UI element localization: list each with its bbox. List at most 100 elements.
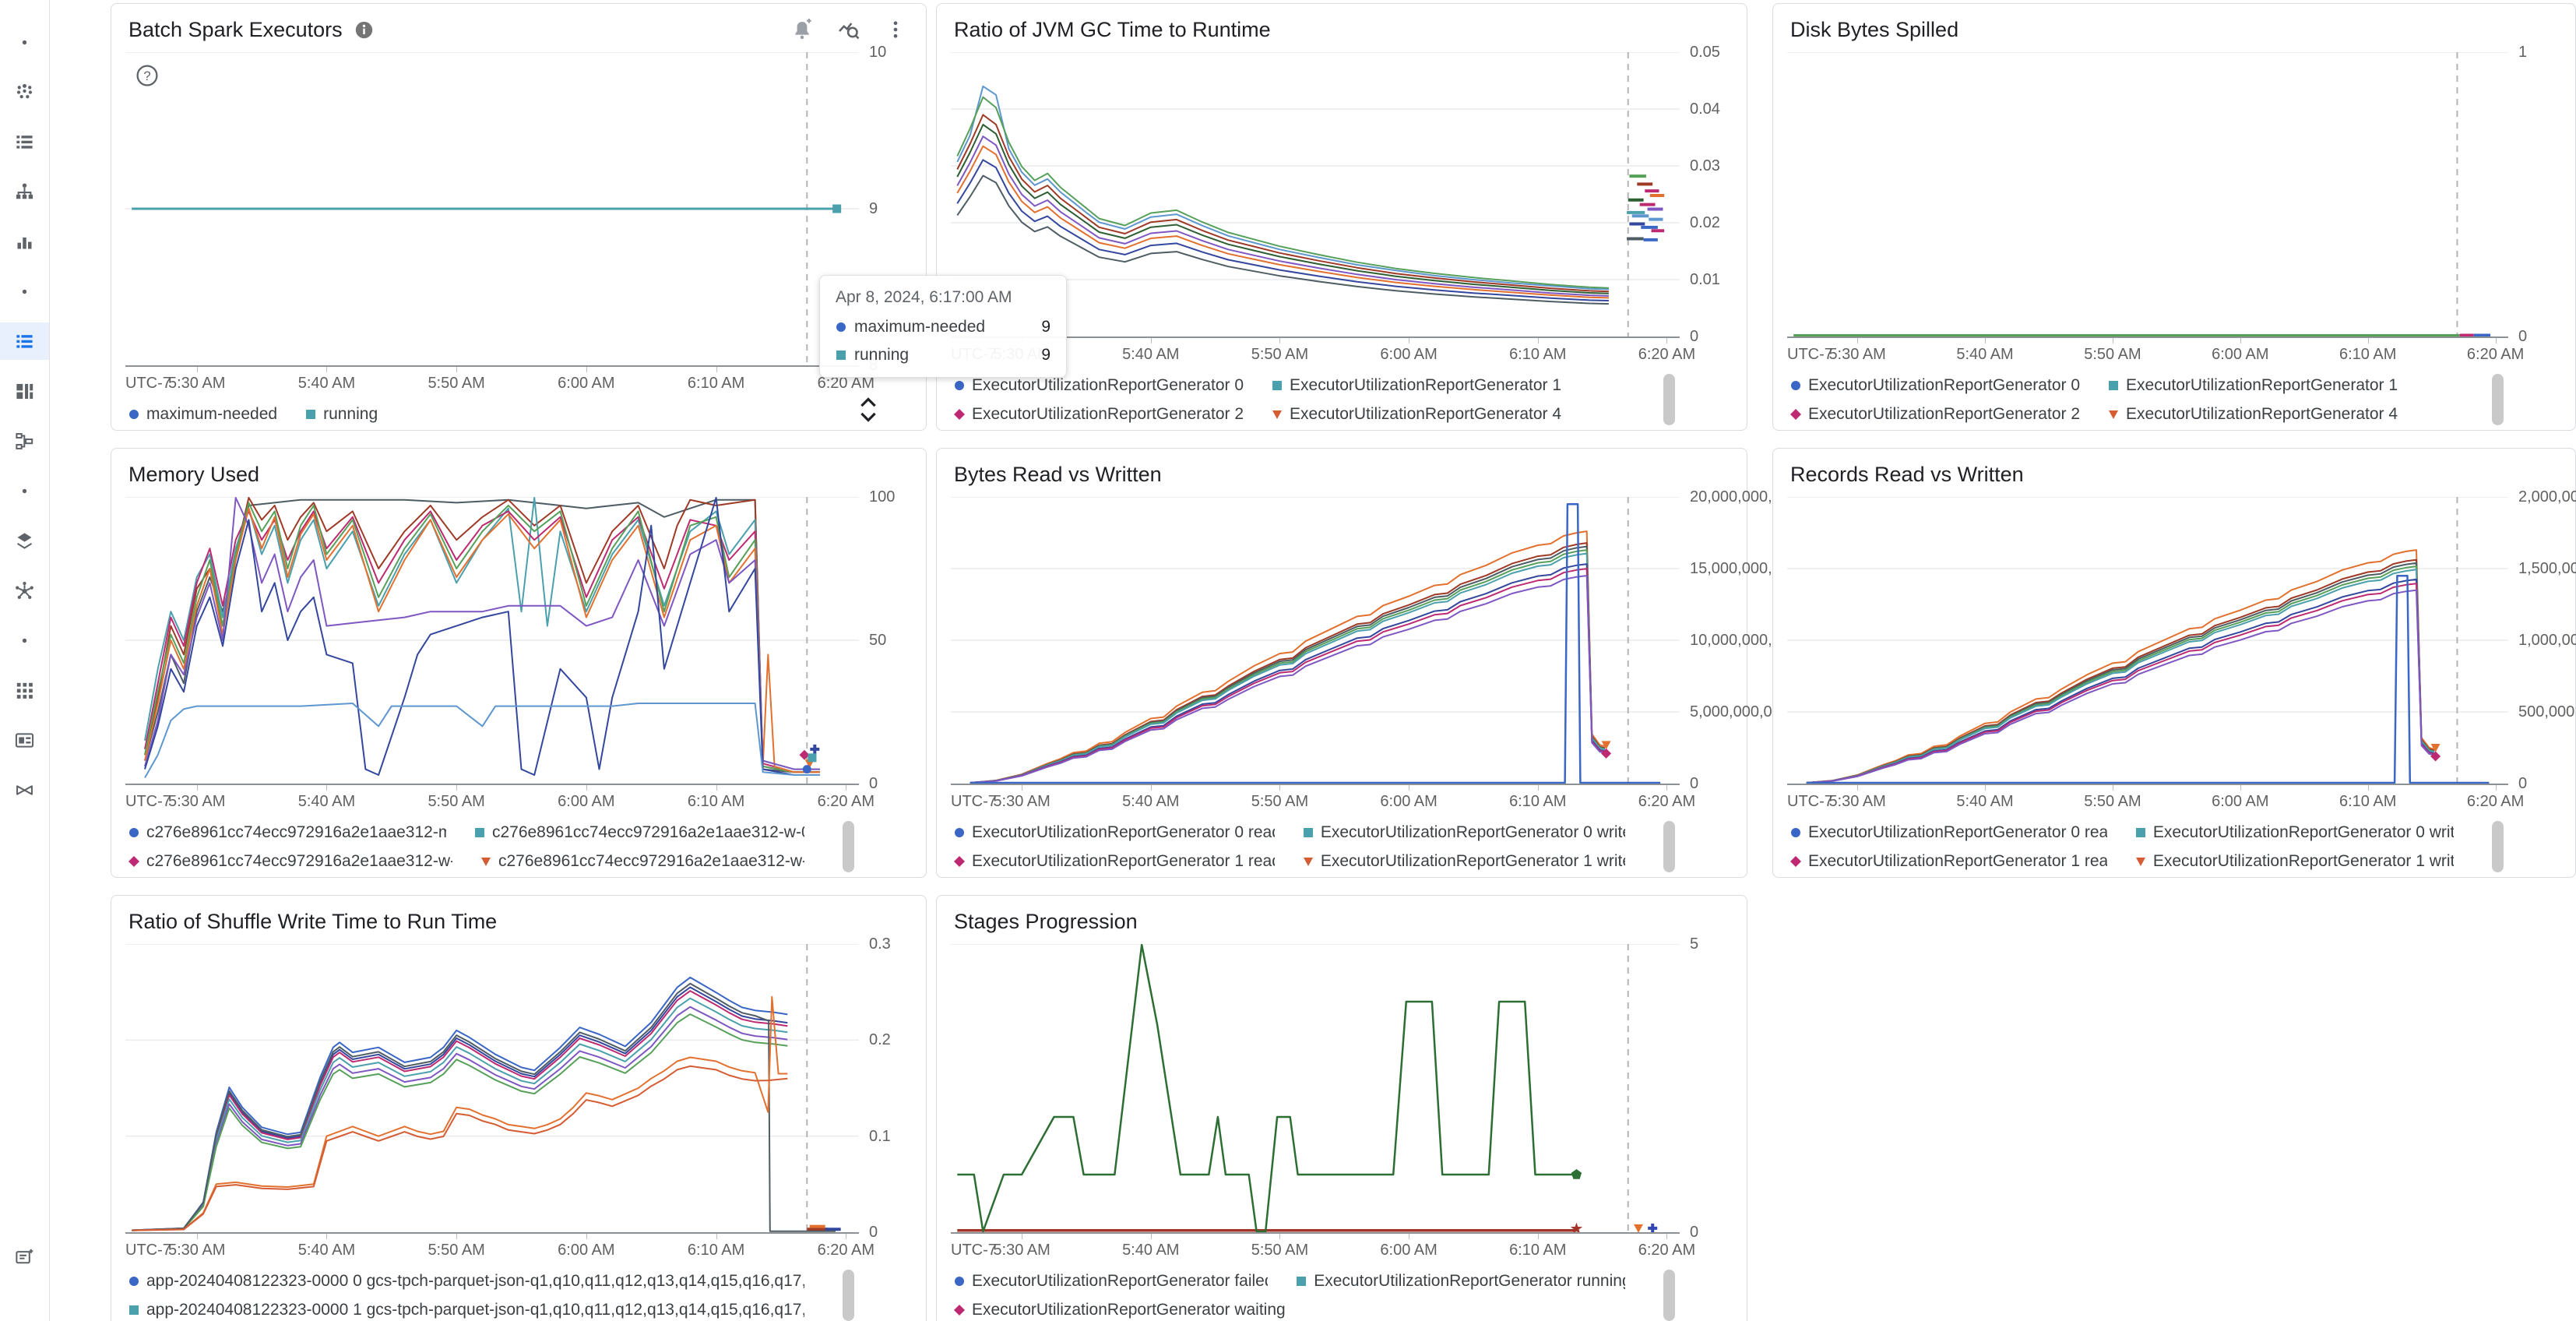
- legend-item[interactable]: ExecutorUtilizationReportGenerator 0 rea…: [954, 823, 1275, 842]
- legend-item-label: ExecutorUtilizationReportGenerator 4: [2126, 404, 2398, 423]
- chart-plot-svg[interactable]: [951, 52, 1680, 336]
- x-axis-tick-label: 6:00 AM: [2212, 346, 2269, 363]
- x-axis-tick-label: 6:10 AM: [687, 375, 745, 392]
- sidebar-item-card-view-icon[interactable]: [0, 721, 49, 759]
- x-axis: UTC-7 5:30 AM 5:40 AM 5:50 AM 6:00 AM 6:…: [125, 367, 921, 398]
- sidebar-item-bar-chart-icon[interactable]: [0, 223, 49, 260]
- legend-item[interactable]: ExecutorUtilizationReportGenerator 0 wri…: [1303, 823, 1625, 842]
- legend-item[interactable]: ExecutorUtilizationReportGenerator 0 wri…: [2135, 823, 2454, 842]
- chart-plot-area[interactable]: [951, 52, 1680, 338]
- legend-item[interactable]: ExecutorUtilizationReportGenerator runni…: [1296, 1272, 1625, 1291]
- sidebar-item-widgets-icon[interactable]: [0, 372, 49, 410]
- chart-plot-area[interactable]: [1787, 497, 2508, 785]
- expand-collapse-icon: [860, 397, 876, 422]
- legend-scrollbar-thumb[interactable]: [1663, 374, 1675, 425]
- sidebar-item-pipeline-icon[interactable]: [0, 422, 49, 460]
- legend-item[interactable]: c276e8961cc74ecc972916a2e1aae312-w-1: [128, 852, 452, 871]
- legend-item[interactable]: ExecutorUtilizationReportGenerator 0 rea…: [1790, 823, 2107, 842]
- sidebar-item-bowtie-icon[interactable]: [0, 771, 49, 808]
- legend-item[interactable]: app-20240408122323-0000 0 gcs-tpch-parqu…: [128, 1272, 804, 1291]
- chart-plot-svg[interactable]: [125, 52, 859, 365]
- chart-plot-area[interactable]: [125, 497, 859, 785]
- sidebar-item-scatter-icon[interactable]: [0, 73, 49, 111]
- chart-plot-svg[interactable]: [1787, 497, 2508, 784]
- chart-plot-area[interactable]: [951, 497, 1680, 785]
- tooltip-expand-control[interactable]: [856, 393, 881, 430]
- chart-plot-area[interactable]: [125, 944, 859, 1234]
- legend-item[interactable]: ExecutorUtilizationReportGenerator 2: [1790, 405, 2080, 424]
- legend-item[interactable]: ExecutorUtilizationReportGenerator 1: [2108, 376, 2398, 395]
- legend-item-label: ExecutorUtilizationReportGenerator 0 wri…: [1320, 823, 1625, 841]
- legend-item[interactable]: ExecutorUtilizationReportGenerator 1: [1272, 376, 1561, 395]
- sidebar-item-dot-icon[interactable]: [0, 23, 49, 61]
- legend-item[interactable]: ExecutorUtilizationReportGenerator 0: [954, 376, 1244, 395]
- chart-title: Ratio of JVM GC Time to Runtime: [954, 17, 1271, 41]
- legend-scrollbar-thumb[interactable]: [1663, 821, 1675, 872]
- series-marker-square-icon: [1272, 380, 1283, 390]
- sidebar-item-network-icon[interactable]: [0, 572, 49, 609]
- legend-item[interactable]: ExecutorUtilizationReportGenerator 1 rea…: [954, 852, 1275, 871]
- legend-item[interactable]: ExecutorUtilizationReportGenerator 0: [1790, 376, 2080, 395]
- sidebar-item-org-tree-icon[interactable]: [0, 173, 49, 210]
- help-icon: ?: [136, 65, 158, 86]
- x-axis-tick-label: 6:20 AM: [1638, 1242, 1696, 1259]
- chart-plot-svg[interactable]: [951, 944, 1680, 1232]
- chart-plot-area[interactable]: [1787, 52, 2508, 338]
- legend-scrollbar-thumb[interactable]: [843, 821, 854, 872]
- chart-plot-svg[interactable]: [951, 497, 1680, 784]
- legend-scrollbar-thumb[interactable]: [843, 1270, 854, 1321]
- x-axis-timezone-label: UTC-7: [125, 375, 171, 392]
- legend-item[interactable]: c276e8961cc74ecc972916a2e1aae312-w-2: [480, 852, 804, 871]
- legend-item-label: c276e8961cc74ecc972916a2e1aae312-w-1: [146, 851, 452, 870]
- chart-plot-svg[interactable]: [125, 497, 859, 784]
- legend-item[interactable]: ExecutorUtilizationReportGenerator faile…: [954, 1272, 1268, 1291]
- legend-row: ExecutorUtilizationReportGenerator 0 Exe…: [1773, 371, 2575, 400]
- chart-tooltip: Apr 8, 2024, 6:17:00 AM maximum-needed 9…: [819, 275, 1067, 378]
- y-axis-tick-label: 2,000,000,000: [2518, 488, 2576, 506]
- chart-menu-button[interactable]: [882, 16, 909, 43]
- legend-item[interactable]: ExecutorUtilizationReportGenerator 4: [2108, 405, 2398, 424]
- legend-scrollbar-thumb[interactable]: [2492, 821, 2504, 872]
- chart-plot-area[interactable]: [951, 944, 1680, 1234]
- chart-plot-area[interactable]: ?: [125, 52, 859, 367]
- sidebar-item-dot-icon[interactable]: [0, 472, 49, 509]
- legend-item[interactable]: maximum-needed: [128, 405, 277, 424]
- sidebar-item-list-icon[interactable]: [0, 123, 49, 160]
- legend-item[interactable]: ExecutorUtilizationReportGenerator 1 wri…: [2135, 852, 2454, 871]
- sidebar-item-layers-icon[interactable]: [0, 522, 49, 559]
- legend-item-label: app-20240408122323-0000 1 gcs-tpch-parqu…: [146, 1300, 804, 1319]
- x-axis-tick-label: 6:10 AM: [687, 1242, 745, 1259]
- y-axis-tick-label: 0.04: [1690, 100, 1720, 118]
- series-marker-triangle-down-icon: [2109, 410, 2119, 419]
- series-marker-diamond-icon: [1790, 408, 1801, 420]
- chart-card: Bytes Read vs Written 20,000,000,000 15,00…: [936, 448, 1798, 878]
- explore-data-button[interactable]: [836, 16, 862, 43]
- sidebar-item-grid-icon[interactable]: [0, 671, 49, 709]
- legend-scrollbar-thumb[interactable]: [1663, 1270, 1675, 1321]
- y-axis-tick-label: 0: [2518, 775, 2528, 792]
- legend-item[interactable]: running: [305, 405, 378, 424]
- chart-plot-svg[interactable]: [1787, 52, 2508, 336]
- legend-item[interactable]: ExecutorUtilizationReportGenerator 2: [954, 405, 1244, 424]
- sidebar-item-dot-icon[interactable]: [0, 622, 49, 659]
- chart-legend: ExecutorUtilizationReportGenerator 0 rea…: [1773, 818, 2575, 882]
- legend-item[interactable]: c276e8961cc74ecc972916a2e1aae312-m: [128, 823, 446, 842]
- chart-title: Memory Used: [128, 462, 260, 486]
- legend-item[interactable]: ExecutorUtilizationReportGenerator 1 rea…: [1790, 852, 2107, 871]
- card-header: Disk Bytes Spilled: [1773, 4, 2575, 48]
- chart-info-button[interactable]: [354, 19, 375, 41]
- legend-item[interactable]: c276e8961cc74ecc972916a2e1aae312-w-0: [474, 823, 804, 842]
- series-marker-circle-icon: [955, 1276, 964, 1286]
- legend-item[interactable]: ExecutorUtilizationReportGenerator waiti…: [954, 1301, 1286, 1319]
- legend-item[interactable]: app-20240408122323-0000 1 gcs-tpch-parqu…: [128, 1301, 804, 1319]
- chart-card: Memory Used 100 50 0 UTC-7 5:30 AM 5:40 AM …: [111, 448, 927, 878]
- sidebar-item-list-icon[interactable]: [0, 322, 49, 360]
- legend-item[interactable]: ExecutorUtilizationReportGenerator 4: [1272, 405, 1561, 424]
- add-alert-button[interactable]: [789, 16, 815, 43]
- sidebar-item-dot-icon[interactable]: [0, 273, 49, 310]
- more-vert-icon: [893, 21, 898, 38]
- legend-scrollbar-thumb[interactable]: [2492, 374, 2504, 425]
- sidebar-item-feedback-icon[interactable]: [0, 1238, 49, 1276]
- chart-plot-svg[interactable]: [125, 944, 859, 1232]
- legend-item[interactable]: ExecutorUtilizationReportGenerator 1 wri…: [1303, 852, 1625, 871]
